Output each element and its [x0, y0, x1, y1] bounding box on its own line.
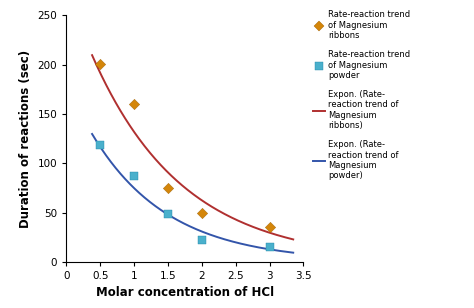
Point: [198, 210, 206, 215]
Point: [96, 143, 104, 148]
Point: [164, 185, 172, 190]
Point: [266, 225, 273, 230]
Point: [198, 238, 206, 243]
Point: [266, 245, 273, 249]
Point: [164, 212, 172, 217]
Point: [130, 174, 138, 179]
Y-axis label: Duration of reactions (sec): Duration of reactions (sec): [19, 50, 32, 228]
Point: [96, 61, 104, 66]
Legend: Rate-reaction trend
of Magnesium
ribbons, Rate-reaction trend
of Magnesium
powde: Rate-reaction trend of Magnesium ribbons…: [313, 10, 410, 180]
Point: [130, 102, 138, 107]
X-axis label: Molar concentration of HCl: Molar concentration of HCl: [96, 286, 274, 299]
